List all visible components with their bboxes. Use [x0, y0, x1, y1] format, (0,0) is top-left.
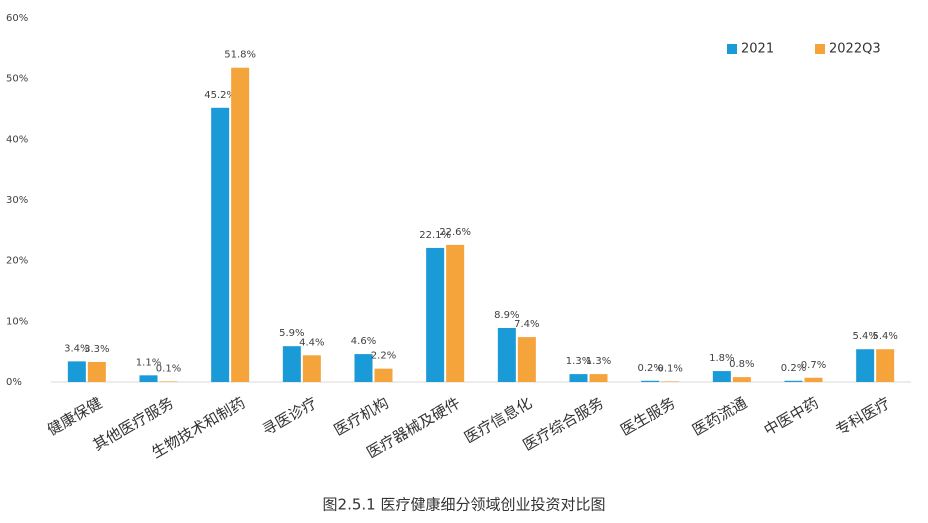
y-tick-label: 10%	[6, 316, 28, 327]
chart-title: 图2.5.1 医疗健康细分领域创业投资对比图	[323, 496, 606, 514]
x-tick-label: 医疗综合服务	[520, 394, 607, 455]
bar	[804, 377, 823, 382]
bar	[661, 381, 680, 382]
x-tick-label: 专科医疗	[832, 394, 893, 440]
bar	[641, 380, 660, 382]
bar	[211, 107, 230, 382]
bar	[712, 371, 731, 382]
value-label: 1.3%	[586, 356, 611, 367]
value-label: 5.4%	[852, 331, 877, 342]
legend-swatch	[815, 44, 825, 54]
bar	[374, 368, 393, 382]
value-label: 8.9%	[494, 310, 519, 321]
value-label: 0.1%	[156, 363, 181, 374]
x-tick-label: 医生服务	[617, 394, 678, 440]
value-label: 4.4%	[299, 337, 324, 348]
value-label: 22.6%	[439, 227, 471, 238]
value-label: 5.4%	[872, 331, 897, 342]
value-label: 51.8%	[224, 50, 256, 61]
bar	[856, 349, 875, 382]
value-label: 2.2%	[371, 351, 396, 362]
x-tick-label: 健康保健	[44, 394, 105, 440]
value-label: 1.8%	[709, 353, 734, 364]
value-label: 45.2%	[204, 90, 236, 101]
bar	[497, 328, 516, 382]
value-label: 0.2%	[637, 363, 662, 374]
bar	[354, 354, 373, 382]
legend-label: 2021	[741, 42, 774, 57]
value-label: 0.7%	[801, 360, 826, 371]
x-tick-label: 寻医诊疗	[259, 394, 320, 440]
value-label: 3.4%	[64, 343, 89, 354]
value-label: 3.3%	[84, 344, 109, 355]
bar	[569, 374, 588, 382]
value-label: 7.4%	[514, 319, 539, 330]
bar	[876, 349, 895, 382]
value-label: 5.9%	[279, 328, 304, 339]
legend-label: 2022Q3	[829, 42, 881, 57]
bar	[139, 375, 158, 382]
bar	[67, 361, 86, 382]
x-tick-label: 医药流通	[689, 394, 750, 440]
y-tick-label: 30%	[6, 195, 28, 206]
value-label: 22.1%	[419, 230, 451, 241]
bar	[732, 377, 751, 382]
y-tick-label: 60%	[6, 13, 28, 24]
bar	[302, 355, 321, 382]
value-label: 4.6%	[351, 336, 376, 347]
y-tick-label: 50%	[6, 74, 28, 85]
bar	[446, 244, 465, 382]
bar	[87, 361, 106, 382]
bar	[426, 247, 445, 382]
value-label: 1.3%	[566, 356, 591, 367]
bar	[784, 380, 803, 382]
bar	[589, 374, 608, 382]
value-label: 0.2%	[781, 363, 806, 374]
bar	[282, 346, 301, 382]
x-tick-label: 医疗机构	[331, 394, 392, 440]
y-tick-label: 0%	[6, 377, 22, 388]
y-tick-label: 40%	[6, 134, 28, 145]
bar	[159, 381, 178, 382]
bar	[517, 337, 536, 382]
value-label: 0.1%	[657, 363, 682, 374]
legend-swatch	[727, 44, 737, 54]
value-label: 0.8%	[729, 359, 754, 370]
x-tick-label: 中医中药	[761, 394, 822, 440]
bar	[231, 67, 250, 382]
value-label: 1.1%	[136, 357, 161, 368]
y-tick-label: 20%	[6, 256, 28, 267]
